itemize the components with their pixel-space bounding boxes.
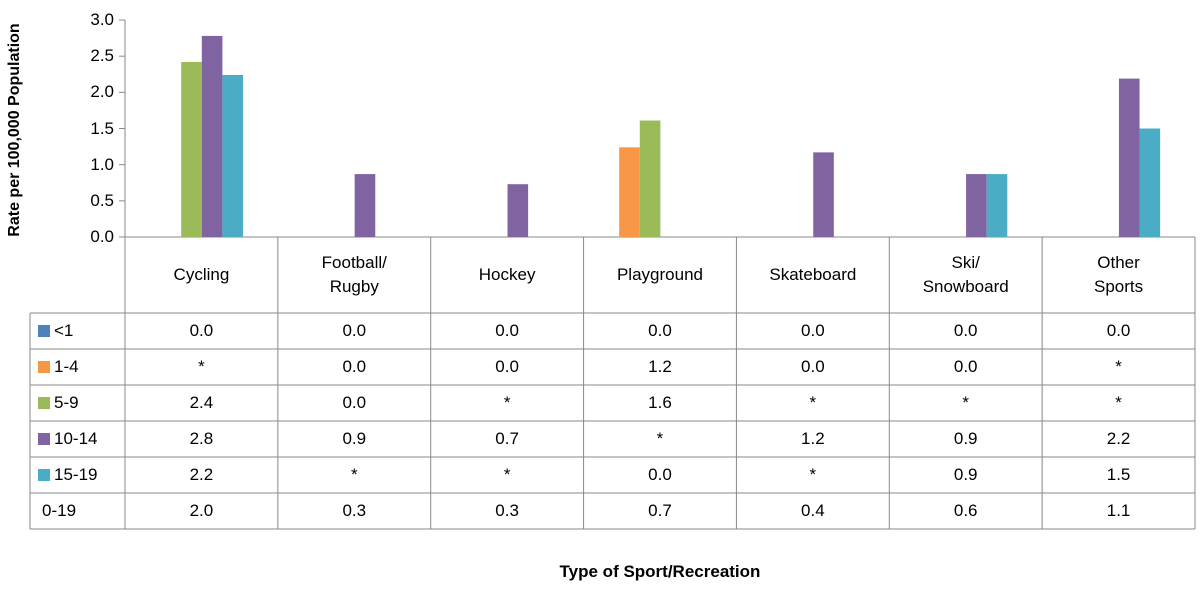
table-cell: 0.6 bbox=[953, 501, 978, 520]
legend-key bbox=[38, 469, 50, 481]
table-cell: * bbox=[1115, 393, 1122, 412]
bar bbox=[813, 152, 834, 237]
table-cell: 2.2 bbox=[189, 465, 214, 484]
legend-label: 10-14 bbox=[54, 429, 98, 448]
x-tick-label: Football/ Rugby bbox=[321, 253, 387, 296]
bar bbox=[619, 147, 640, 237]
bar bbox=[1118, 78, 1140, 237]
table-cell: * bbox=[656, 429, 664, 448]
table-cell: 0.0 bbox=[1106, 321, 1131, 340]
table-cell: 0.0 bbox=[953, 357, 978, 376]
y-tick-label: 3.0 bbox=[90, 10, 114, 29]
legend-key bbox=[38, 433, 50, 445]
y-tick-label: 2.5 bbox=[90, 46, 114, 66]
legend-key bbox=[38, 361, 50, 373]
table-cell: 2.8 bbox=[189, 429, 214, 448]
table-cell: 0.9 bbox=[953, 429, 978, 448]
bar bbox=[354, 174, 376, 237]
table-cell: * bbox=[809, 465, 817, 484]
table-cell: 0.0 bbox=[648, 465, 672, 484]
table-cell: 0.3 bbox=[495, 501, 519, 520]
table-cell: * bbox=[962, 393, 970, 412]
table-cell: 2.2 bbox=[1106, 429, 1131, 448]
table-cell: 0.0 bbox=[495, 321, 519, 340]
y-tick-label: 0.0 bbox=[90, 227, 114, 246]
x-axis-title: Type of Sport/Recreation bbox=[559, 562, 761, 581]
table-cell: 0.9 bbox=[342, 429, 367, 448]
bar bbox=[986, 174, 1008, 237]
table-cell: * bbox=[1115, 357, 1122, 376]
x-tick-label: Other Sports bbox=[1093, 253, 1144, 296]
table-cell: 0.0 bbox=[801, 321, 825, 340]
table-cell: 0.7 bbox=[648, 501, 672, 520]
table-cell: 2.0 bbox=[189, 501, 214, 520]
table-cell: 2.4 bbox=[189, 393, 214, 412]
table-cell: 1.6 bbox=[648, 393, 672, 412]
x-tick-label: Skateboard bbox=[769, 265, 857, 284]
y-tick-label: 2.0 bbox=[90, 82, 114, 102]
bar bbox=[181, 61, 202, 237]
table-cell: * bbox=[503, 393, 511, 412]
y-tick-label: 0.5 bbox=[90, 190, 114, 210]
bar bbox=[507, 184, 529, 237]
table-cell: * bbox=[198, 357, 205, 376]
table-cell: * bbox=[809, 393, 817, 412]
x-tick-label: Playground bbox=[616, 265, 703, 284]
table-cell: 0.0 bbox=[648, 321, 672, 340]
bar bbox=[201, 35, 223, 238]
y-tick-label: 1.0 bbox=[90, 154, 114, 174]
legend-label: 0-19 bbox=[42, 501, 77, 520]
table-cell: 0.0 bbox=[495, 357, 519, 376]
x-tick-label: Cycling bbox=[173, 265, 230, 284]
legend-key bbox=[38, 325, 50, 337]
table-cell: 0.0 bbox=[342, 393, 367, 412]
table-cell: 1.2 bbox=[648, 357, 672, 376]
table-cell: 0.9 bbox=[953, 465, 978, 484]
y-axis-title: Rate per 100,000 Population bbox=[6, 23, 23, 237]
table-cell: 1.1 bbox=[1106, 501, 1131, 520]
legend-label: <1 bbox=[54, 321, 74, 340]
table-cell: 1.2 bbox=[801, 429, 825, 448]
bar bbox=[222, 74, 243, 238]
bar bbox=[966, 174, 987, 237]
table-cell: * bbox=[503, 465, 511, 484]
table-cell: * bbox=[350, 465, 358, 484]
bar bbox=[1139, 128, 1161, 237]
table-cell: 1.5 bbox=[1106, 465, 1131, 484]
legend-label: 15-19 bbox=[54, 465, 98, 484]
legend-label: 5-9 bbox=[54, 393, 79, 412]
bar bbox=[639, 120, 661, 237]
table-cell: 0.0 bbox=[801, 357, 825, 376]
legend-label: 1-4 bbox=[54, 357, 79, 376]
x-tick-label: Ski/ Snowboard bbox=[922, 253, 1009, 296]
table-cell: 0.4 bbox=[801, 501, 825, 520]
table-cell: 0.7 bbox=[495, 429, 519, 448]
y-tick-label: 1.5 bbox=[90, 118, 114, 138]
x-tick-label: Hockey bbox=[478, 265, 536, 284]
table-cell: 0.0 bbox=[342, 357, 367, 376]
table-cell: 0.0 bbox=[342, 321, 367, 340]
table-cell: 0.0 bbox=[189, 321, 214, 340]
table-cell: 0.0 bbox=[953, 321, 978, 340]
table-cell: 0.3 bbox=[342, 501, 367, 520]
legend-key bbox=[38, 397, 50, 409]
